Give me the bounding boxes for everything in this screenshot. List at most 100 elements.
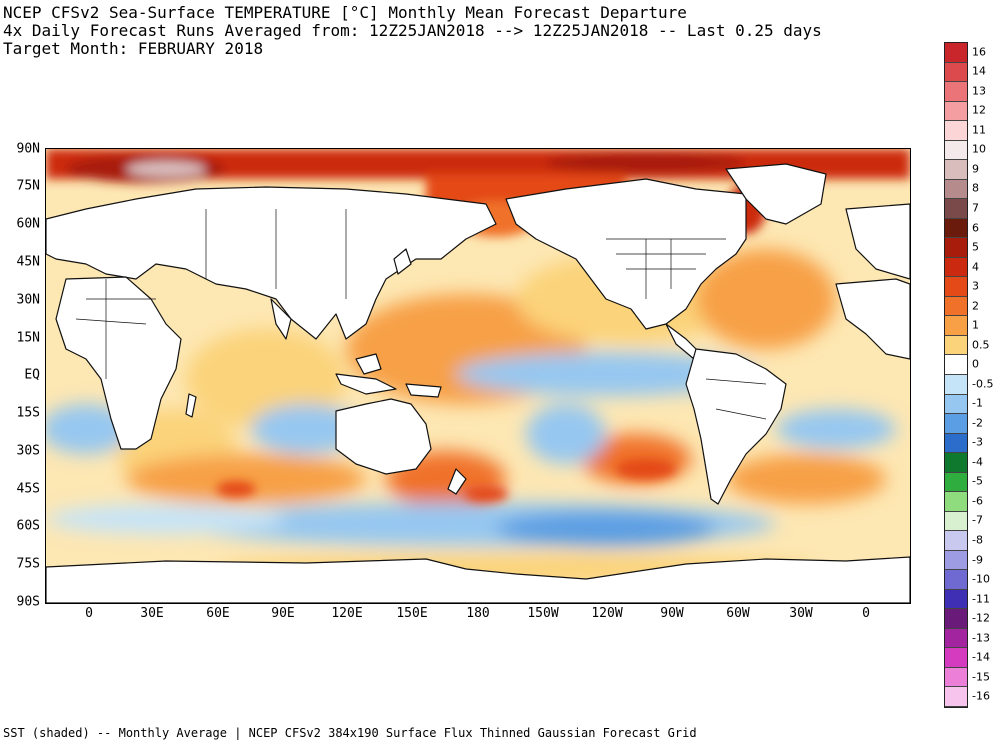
colorbar-label: -0.5: [972, 377, 994, 391]
colorbar-label: -15: [972, 670, 990, 684]
colorbar-label: -4: [972, 455, 983, 469]
colorbar-label: -16: [972, 689, 990, 703]
colorbar-label: -1: [972, 396, 983, 410]
land-greenland: [725, 163, 827, 225]
footer-caption: SST (shaded) -- Monthly Average | NCEP C…: [3, 726, 697, 740]
colorbar-label: -14: [972, 650, 990, 664]
political-borders: [75, 209, 767, 420]
land-new-guinea: [405, 383, 442, 398]
colorbar-label: 11: [972, 123, 986, 137]
lon-label: 90W: [660, 606, 684, 621]
colorbar-label: 4: [972, 260, 979, 274]
lon-label: 150W: [527, 606, 559, 621]
colorbar-cell: [945, 316, 967, 336]
colorbar-cell: [945, 511, 967, 532]
lon-label: 150E: [396, 606, 428, 621]
colorbar-cell: [945, 531, 967, 551]
lon-label: 120W: [591, 606, 623, 621]
colorbar-cell: [945, 667, 967, 688]
lon-label: 60E: [206, 606, 230, 621]
colorbar-cell: [945, 140, 967, 161]
colorbar: [944, 42, 968, 708]
colorbar-cell: [945, 257, 967, 278]
chart-title: NCEP CFSv2 Sea-Surface TEMPERATURE [°C] …: [3, 3, 687, 22]
colorbar-label: 2: [972, 299, 979, 313]
colorbar-label: -11: [972, 592, 990, 606]
lon-label: 60W: [726, 606, 750, 621]
colorbar-label: 13: [972, 84, 986, 98]
land-africa-wrap: [835, 278, 910, 360]
colorbar-label: -9: [972, 553, 983, 567]
lon-label: 180: [466, 606, 490, 621]
colorbar-cell: [945, 628, 967, 649]
colorbar-cell: [945, 492, 967, 512]
colorbar-cell: [945, 160, 967, 180]
lat-label: 15N: [16, 330, 40, 346]
colorbar-label: 0: [972, 357, 979, 371]
chart-subtitle-runs: 4x Daily Forecast Runs Averaged from: 12…: [3, 21, 822, 40]
lat-label: 90N: [16, 141, 40, 157]
colorbar-label: 1: [972, 318, 979, 332]
colorbar-cell: [945, 101, 967, 122]
colorbar-label: 0.5: [972, 338, 990, 352]
lat-label: 30N: [16, 292, 40, 308]
lat-label: 45N: [16, 254, 40, 270]
chart-subtitle-target-month: Target Month: FEBRUARY 2018: [3, 39, 264, 58]
colorbar-cell: [945, 121, 967, 141]
colorbar-cell: [945, 296, 967, 317]
land-eurasia: [46, 186, 497, 340]
colorbar-cell: [945, 414, 967, 434]
land-antarctica: [46, 556, 910, 603]
land-india: [270, 298, 292, 340]
colorbar-label: 9: [972, 162, 979, 176]
colorbar-label: 16: [972, 45, 986, 59]
lon-label: 30W: [789, 606, 813, 621]
lon-label: 30E: [140, 606, 164, 621]
colorbar-label: -3: [972, 435, 983, 449]
lat-label: 30S: [16, 443, 40, 459]
colorbar-label: -2: [972, 416, 983, 430]
colorbar-label: 5: [972, 240, 979, 254]
lon-label: 0: [85, 606, 93, 621]
colorbar-cell: [945, 238, 967, 258]
lon-label: 120E: [331, 606, 363, 621]
colorbar-label: 12: [972, 103, 986, 117]
colorbar-cell: [945, 472, 967, 493]
colorbar-cell: [945, 648, 967, 668]
colorbar-label: -13: [972, 631, 990, 645]
colorbar-label: -5: [972, 474, 983, 488]
colorbar-label: -7: [972, 513, 983, 527]
colorbar-cell: [945, 199, 967, 219]
colorbar-cell: [945, 179, 967, 200]
colorbar-label: -6: [972, 494, 983, 508]
colorbar-cell: [945, 687, 967, 707]
land-borneo: [355, 353, 382, 375]
land-australia: [335, 398, 432, 475]
colorbar-label: -10: [972, 572, 990, 586]
colorbar-cell: [945, 570, 967, 590]
colorbar-label: 7: [972, 201, 979, 215]
colorbar-label: 6: [972, 221, 979, 235]
colorbar-cell: [945, 218, 967, 239]
land-new-zealand: [447, 468, 467, 495]
lat-label: 75N: [16, 178, 40, 194]
colorbar-label: 14: [972, 64, 986, 78]
colorbar-cell: [945, 433, 967, 454]
colorbar-cell: [945, 277, 967, 297]
colorbar-cell: [945, 550, 967, 571]
colorbar-label: 3: [972, 279, 979, 293]
lat-label: 75S: [16, 556, 40, 572]
colorbar-label: -8: [972, 533, 983, 547]
lat-label: 60S: [16, 518, 40, 534]
land-japan: [393, 248, 412, 275]
land-south-america: [685, 348, 787, 505]
lat-label: EQ: [24, 367, 40, 383]
colorbar-cell: [945, 355, 967, 375]
lon-label: 90E: [271, 606, 295, 621]
colorbar-cell: [945, 82, 967, 102]
colorbar-cell: [945, 453, 967, 473]
colorbar-cell: [945, 62, 967, 83]
colorbar-cell: [945, 375, 967, 395]
land-europe-wrap: [845, 203, 910, 280]
colorbar-label: 10: [972, 142, 986, 156]
